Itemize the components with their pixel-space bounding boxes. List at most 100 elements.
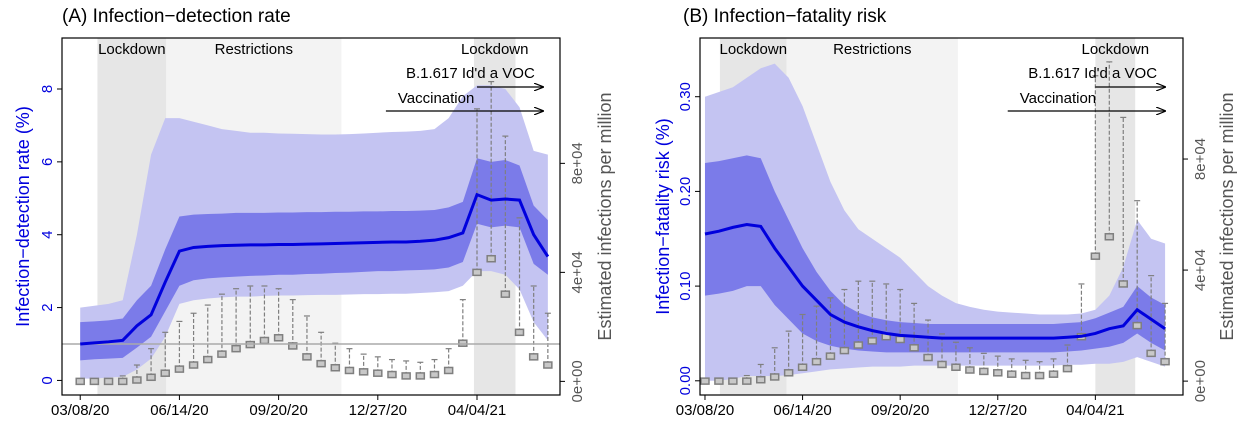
box	[160, 369, 170, 377]
box	[89, 377, 100, 386]
box	[993, 369, 1003, 377]
box	[895, 335, 905, 344]
box	[316, 359, 326, 368]
period-label: Restrictions	[833, 41, 911, 58]
period-label: Restrictions	[215, 41, 293, 58]
box	[174, 365, 185, 373]
box	[500, 290, 511, 298]
panel: Lockdown Restrictions Lockdown B.1.617 Id'd…	[13, 6, 615, 419]
y-tick-label: 0.10	[677, 271, 694, 300]
box	[132, 376, 142, 384]
box	[217, 350, 227, 358]
box	[1132, 321, 1142, 330]
box	[1062, 364, 1073, 373]
box	[543, 361, 553, 369]
box	[923, 353, 933, 362]
box	[429, 370, 440, 379]
box	[458, 339, 468, 347]
y2-axis-label: Estimated infections per million	[595, 92, 615, 340]
box	[979, 367, 989, 376]
box	[1034, 371, 1045, 380]
box	[330, 363, 341, 372]
box	[146, 373, 156, 382]
y2-tick-label: 0e+00	[569, 360, 586, 402]
period-label: Lockdown	[98, 41, 166, 58]
box	[103, 377, 114, 386]
box	[302, 353, 312, 361]
box	[742, 377, 752, 385]
box	[373, 369, 383, 377]
box	[937, 360, 947, 369]
box	[1160, 357, 1170, 366]
box	[1118, 280, 1128, 288]
period-label: Lockdown	[1082, 41, 1150, 58]
box	[231, 344, 241, 353]
y2-axis-label: Estimated infections per million	[1217, 92, 1237, 340]
y-tick-label: 6	[39, 158, 56, 166]
period-label: Lockdown	[720, 41, 788, 58]
x-tick-label: 04/04/21	[1066, 402, 1124, 419]
median-line	[80, 192, 550, 346]
box	[401, 372, 411, 380]
box	[387, 370, 397, 379]
plot-area	[700, 38, 1170, 395]
x-tick-label: 12/27/20	[349, 402, 407, 419]
box	[965, 366, 975, 374]
box	[811, 357, 822, 366]
x-tick-label: 12/27/20	[969, 402, 1027, 419]
plot-frame	[699, 37, 1184, 396]
box	[853, 341, 864, 349]
y-tick-label: 8	[39, 85, 56, 93]
y2-tick-label: 8e+04	[569, 142, 586, 184]
box	[714, 377, 724, 385]
y-axis-label: Infection−fatality risk (%)	[653, 118, 673, 315]
box	[1104, 233, 1115, 241]
box	[867, 337, 878, 345]
arrow-label: Vaccination	[398, 90, 474, 107]
x-tick-label: 03/08/20	[676, 402, 734, 419]
box	[1090, 252, 1101, 260]
box	[1006, 370, 1017, 378]
box	[909, 344, 919, 352]
arrow-label: B.1.617 Id'd a VOC	[406, 65, 535, 82]
box	[259, 336, 270, 345]
box	[514, 328, 525, 337]
x-tick-label: 06/14/20	[773, 402, 831, 419]
box	[769, 373, 780, 381]
y-axis-label: Infection−detection rate (%)	[13, 106, 33, 327]
box	[188, 361, 199, 369]
x-tick-label: 09/20/20	[871, 402, 929, 419]
y-tick-label: 0.30	[677, 82, 694, 111]
box	[700, 377, 710, 385]
box	[825, 352, 836, 360]
box	[117, 377, 128, 386]
y2-tick-label: 4e+04	[569, 251, 586, 293]
box	[1020, 371, 1031, 380]
box	[203, 355, 213, 364]
box	[783, 369, 794, 377]
y-tick-label: 2	[39, 303, 56, 311]
box	[951, 363, 961, 371]
arrow-label: Vaccination	[1020, 90, 1096, 107]
box	[273, 334, 284, 342]
median-line	[704, 223, 1166, 340]
x-tick-label: 09/20/20	[249, 402, 307, 419]
arrow-label: B.1.617 Id'd a VOC	[1028, 65, 1157, 82]
box	[443, 366, 454, 375]
box	[755, 375, 766, 384]
box	[528, 353, 539, 361]
y-tick-label: 0.00	[677, 366, 694, 395]
y2-tick-label: 0e+00	[1192, 360, 1209, 402]
box	[1048, 370, 1059, 378]
chart-title: (A) Infection−detection rate	[62, 6, 291, 27]
box	[486, 254, 496, 263]
x-tick-label: 03/08/20	[51, 402, 109, 419]
plot-frame	[61, 37, 561, 396]
x-tick-label: 06/14/20	[150, 402, 208, 419]
y-tick-label: 0.20	[677, 177, 694, 206]
box	[797, 363, 808, 371]
y2-tick-label: 8e+04	[1192, 138, 1209, 180]
box	[344, 366, 355, 375]
box	[75, 377, 85, 386]
y-tick-label: 4	[39, 231, 56, 239]
